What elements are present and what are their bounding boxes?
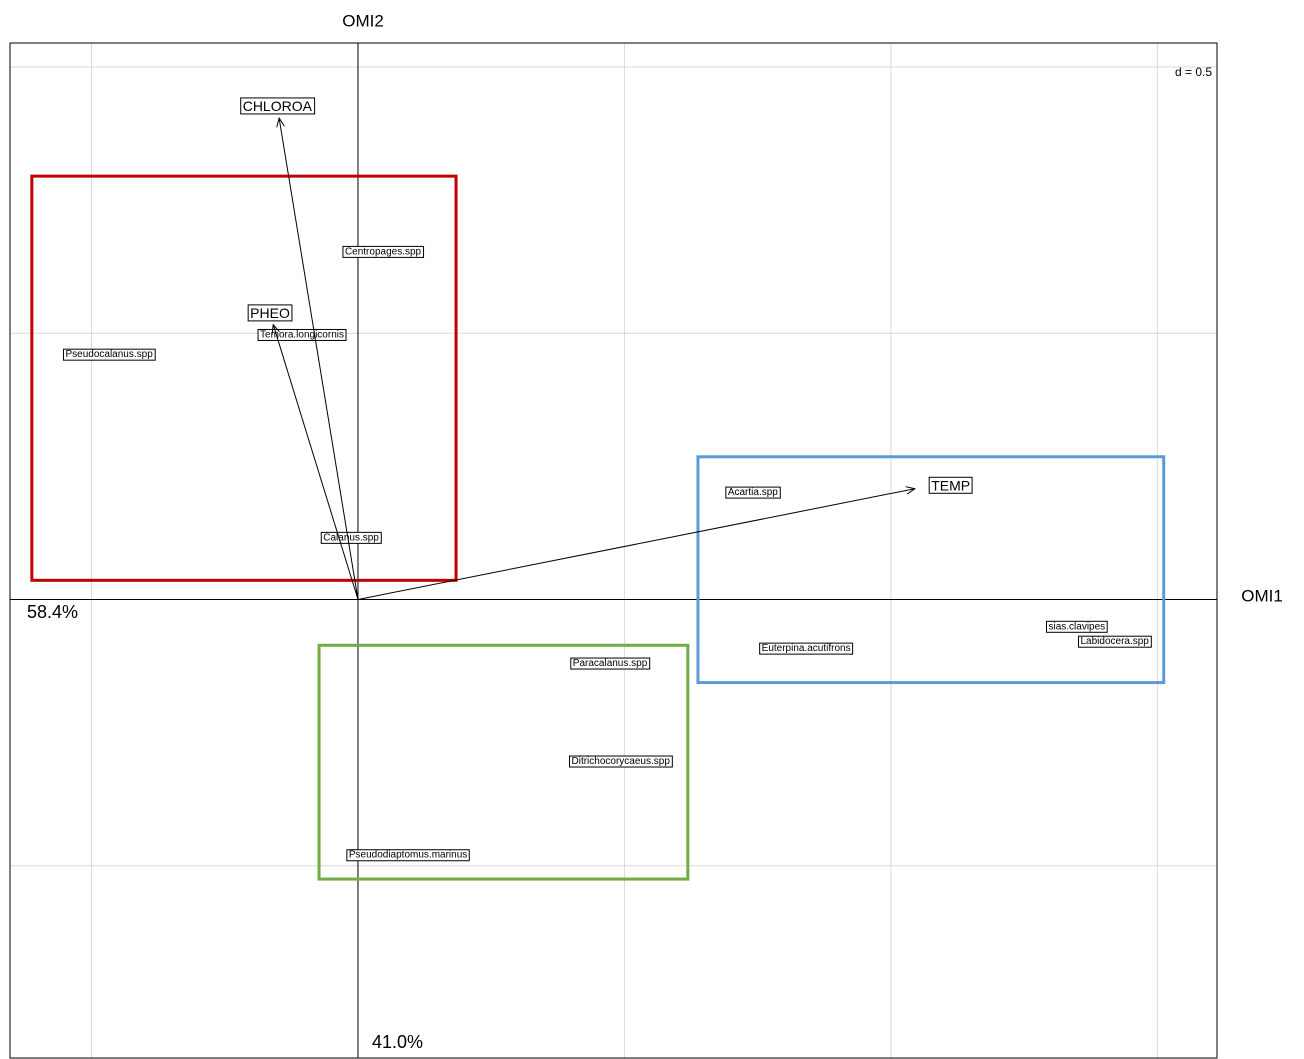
variable-arrow bbox=[279, 118, 359, 600]
group-box bbox=[30, 174, 458, 582]
species-label: Ditrichocorycaeus.spp bbox=[572, 756, 671, 767]
y-inertia: 41.0% bbox=[372, 1032, 423, 1052]
species-label-box bbox=[569, 755, 673, 768]
species-label: Pseudocalanus.spp bbox=[65, 349, 153, 360]
species-label: Paracalanus.spp bbox=[573, 658, 648, 669]
y-axis-label: OMI2 bbox=[342, 11, 384, 30]
plot-frame bbox=[9, 42, 1218, 1059]
x-axis-label: OMI1 bbox=[1241, 586, 1283, 605]
species-label-box bbox=[759, 642, 854, 655]
species-label: sias.clavipes bbox=[1048, 621, 1105, 632]
variable-label-box bbox=[240, 97, 316, 115]
scale-label: d = 0.5 bbox=[1175, 65, 1212, 79]
group-box bbox=[696, 455, 1166, 685]
variable-label-box bbox=[928, 476, 973, 494]
species-label-box bbox=[320, 531, 382, 544]
species-label: Pseudodiaptomus.marinus bbox=[349, 850, 467, 861]
variable-label: TEMP bbox=[931, 477, 970, 493]
variable-arrow bbox=[357, 489, 915, 600]
variable-arrow bbox=[273, 325, 359, 600]
species-label-box bbox=[62, 348, 156, 361]
species-label: Centropages.spp bbox=[345, 246, 422, 257]
species-label: Acartia.spp bbox=[728, 487, 778, 498]
species-label: Calanus.spp bbox=[323, 532, 379, 543]
species-label-box bbox=[570, 657, 651, 670]
variable-label: PHEO bbox=[250, 305, 290, 321]
group-box bbox=[317, 643, 690, 881]
species-label-box bbox=[257, 328, 347, 341]
species-label-box bbox=[725, 486, 781, 499]
variable-label: CHLOROA bbox=[243, 98, 313, 114]
species-label: Temora.longicornis bbox=[260, 329, 344, 340]
variable-label-box bbox=[247, 304, 293, 322]
species-label: Labidocera.spp bbox=[1080, 636, 1149, 647]
species-label-box bbox=[1045, 620, 1108, 633]
x-inertia: 58.4% bbox=[27, 602, 78, 622]
species-label-box bbox=[342, 245, 425, 258]
species-label-box bbox=[346, 849, 470, 862]
species-label: Euterpina.acutifrons bbox=[762, 643, 851, 654]
species-label-box bbox=[1077, 635, 1152, 648]
